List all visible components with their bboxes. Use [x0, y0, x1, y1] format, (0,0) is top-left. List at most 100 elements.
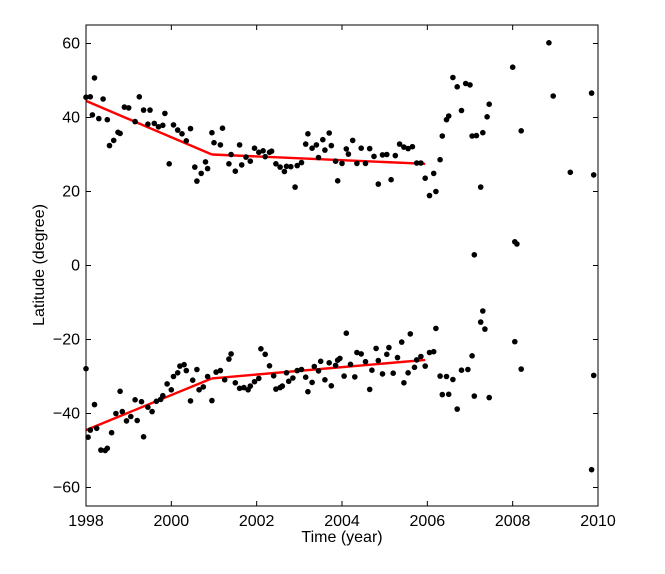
data-point	[196, 387, 202, 393]
y-axis-label: Latitude (degree)	[31, 204, 48, 326]
data-point	[392, 152, 399, 159]
x-tick-label: 2006	[410, 513, 446, 530]
data-point	[401, 380, 407, 386]
data-point	[298, 366, 305, 373]
data-point	[226, 161, 232, 167]
data-point	[255, 149, 262, 156]
data-point	[110, 137, 117, 144]
data-point	[482, 326, 488, 332]
data-point	[443, 373, 450, 380]
y-tick-label: 40	[62, 110, 80, 127]
y-tick-label: 60	[62, 36, 80, 53]
data-point	[375, 181, 382, 187]
data-point	[326, 360, 333, 366]
data-point	[187, 398, 194, 404]
data-point	[343, 146, 350, 152]
data-point	[200, 384, 207, 390]
data-point	[160, 392, 166, 399]
data-point	[149, 408, 155, 415]
data-point	[273, 161, 279, 167]
data-point	[462, 80, 469, 87]
data-point	[384, 351, 390, 358]
data-point	[155, 124, 162, 130]
data-point	[433, 325, 439, 332]
data-point	[469, 133, 475, 139]
data-point	[93, 425, 100, 432]
data-point	[413, 160, 420, 166]
data-point	[183, 367, 190, 374]
data-point	[251, 145, 258, 151]
data-point	[123, 418, 130, 424]
data-point	[226, 356, 232, 362]
data-point	[347, 361, 354, 368]
data-point	[232, 380, 239, 386]
data-point	[138, 398, 145, 405]
data-point	[366, 145, 373, 152]
data-point	[309, 145, 315, 151]
data-point	[369, 367, 375, 374]
data-point	[334, 178, 341, 184]
data-point	[232, 168, 239, 174]
data-point	[450, 376, 456, 383]
data-point	[352, 374, 358, 380]
data-point	[104, 445, 111, 452]
data-point	[405, 145, 411, 152]
data-point	[85, 434, 91, 441]
data-point	[151, 120, 158, 127]
data-point	[121, 104, 128, 110]
data-point	[394, 354, 401, 361]
data-point	[450, 74, 456, 81]
data-point	[386, 344, 392, 351]
data-point	[354, 160, 360, 167]
data-point	[486, 394, 493, 401]
data-point	[445, 113, 452, 119]
data-point	[588, 466, 595, 473]
data-point	[388, 176, 394, 183]
data-point	[202, 159, 209, 165]
data-point	[305, 131, 311, 137]
data-point	[270, 373, 277, 379]
data-point	[132, 118, 138, 125]
data-point	[170, 122, 177, 128]
data-point	[514, 241, 520, 247]
data-point	[418, 353, 424, 360]
data-point	[588, 90, 595, 96]
data-point	[268, 148, 275, 154]
data-point	[322, 377, 328, 383]
data-point	[384, 151, 390, 158]
data-point	[518, 366, 524, 372]
data-point	[437, 156, 443, 163]
data-point	[251, 378, 258, 385]
data-point	[439, 391, 446, 398]
data-point	[590, 372, 597, 379]
data-point	[345, 151, 352, 157]
data-point	[104, 116, 111, 123]
data-point	[341, 373, 347, 379]
data-point	[401, 144, 407, 150]
data-point	[362, 160, 369, 167]
data-point	[375, 357, 382, 364]
data-point	[181, 361, 187, 368]
y-tick-label: −40	[53, 406, 80, 423]
data-point	[145, 121, 151, 127]
data-point	[313, 142, 320, 148]
data-point	[98, 447, 104, 453]
data-point	[128, 413, 134, 420]
data-point	[140, 107, 147, 113]
data-point	[87, 94, 94, 100]
data-point	[194, 178, 200, 184]
data-point	[164, 381, 170, 387]
y-tick-label: 0	[71, 258, 80, 275]
data-point	[477, 184, 484, 190]
data-point	[134, 417, 140, 424]
data-point	[228, 351, 234, 357]
data-point	[255, 375, 262, 382]
data-point	[343, 330, 350, 337]
data-point	[117, 388, 123, 395]
data-point	[445, 391, 452, 398]
data-point	[362, 358, 369, 365]
data-point	[162, 110, 168, 117]
plot-background	[86, 25, 598, 506]
data-point	[407, 331, 414, 337]
